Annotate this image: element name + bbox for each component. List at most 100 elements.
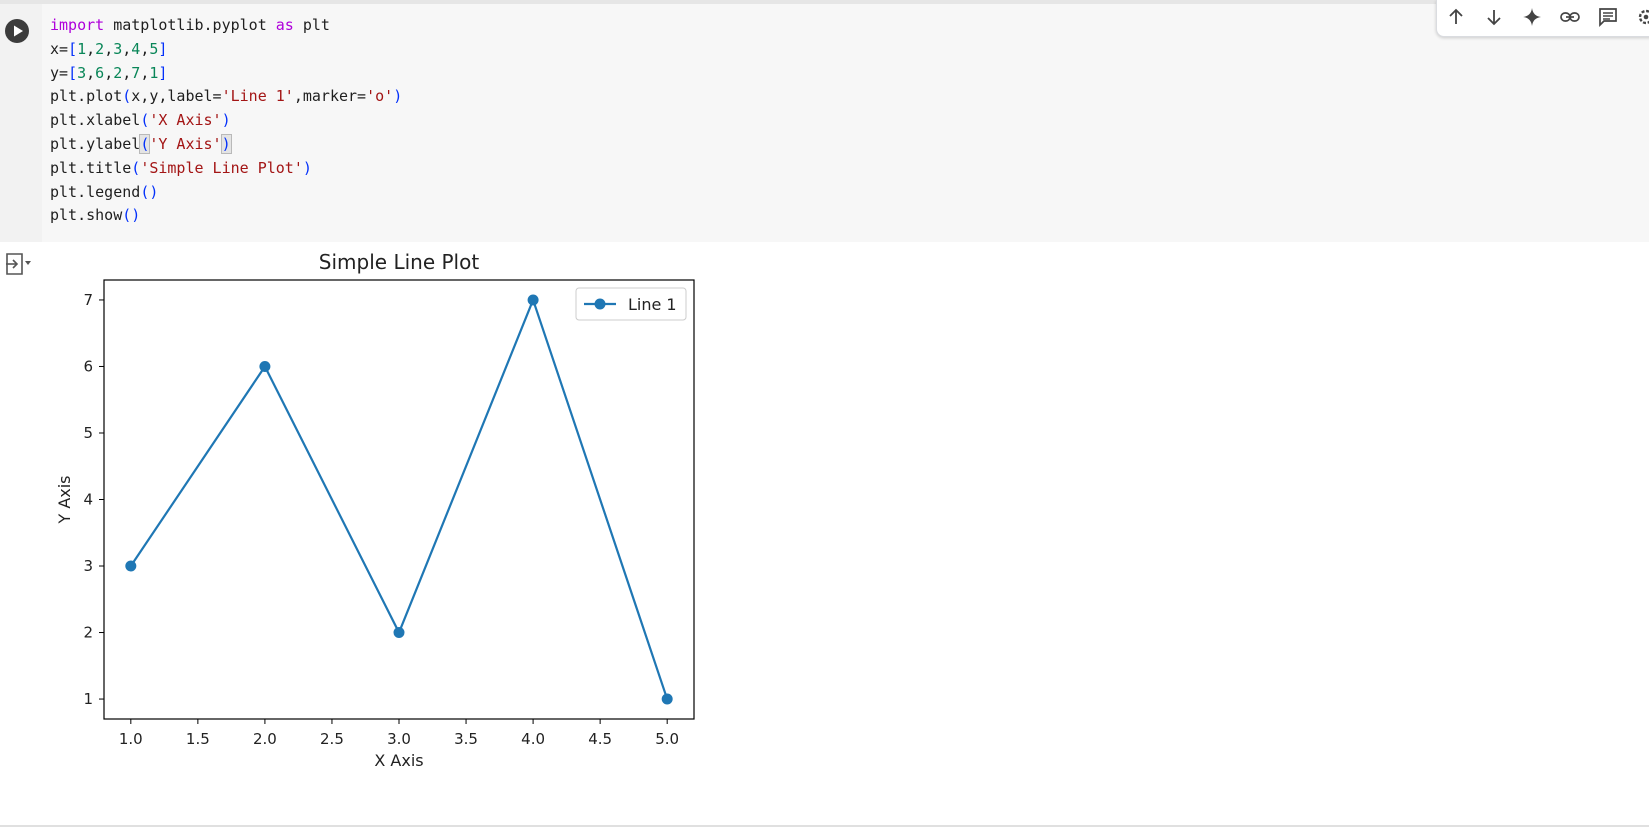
code-token: , [86, 39, 96, 58]
y-tick-label: 7 [83, 291, 93, 309]
link-icon [1560, 12, 1580, 22]
line-chart: Simple Line Plot 1.0 1.5 2.0 2.5 3.0 3.5 4.0 4.5… [55, 250, 695, 770]
link-to-cell-button[interactable] [1557, 4, 1583, 30]
code-token: 'o' [366, 87, 394, 106]
move-cell-up-button[interactable] [1443, 4, 1469, 30]
code-token: ,marker= [293, 87, 367, 106]
code-token: as [275, 16, 294, 34]
output-actions-icon [6, 253, 31, 275]
code-token: plt.title [50, 158, 132, 177]
code-token: y= [50, 63, 69, 82]
y-tick-label: 6 [83, 357, 93, 375]
code-token: 1 [149, 63, 159, 82]
code-token: , [86, 63, 96, 82]
code-token: ] [158, 63, 168, 82]
code-token: ] [158, 39, 168, 58]
x-tick-label: 2.5 [320, 730, 344, 748]
arrow-up-icon [1449, 8, 1463, 24]
code-token: () [140, 182, 159, 201]
code-token: 5 [149, 39, 159, 58]
code-line[interactable]: plt.title('Simple Line Plot') [50, 157, 402, 181]
data-point [661, 693, 673, 705]
code-token: 'Line 1' [221, 87, 294, 106]
code-text[interactable]: import matplotlib.pyplot as plt x=[1,2,3,… [50, 14, 402, 228]
sparkle-icon [1523, 8, 1541, 26]
code-token: 7 [131, 63, 141, 82]
comment-icon [1599, 8, 1617, 28]
x-tick-label: 5.0 [655, 730, 679, 748]
move-cell-down-button[interactable] [1481, 4, 1507, 30]
code-token: matplotlib.pyplot [104, 16, 276, 34]
code-line[interactable]: y=[3,6,2,7,1] [50, 62, 402, 86]
code-token: ( [131, 158, 141, 177]
code-token: 2 [113, 63, 123, 82]
legend-marker [594, 298, 606, 310]
y-tick-label: 1 [83, 690, 93, 708]
code-token: [ [68, 63, 78, 82]
y-tick-label: 2 [83, 624, 93, 642]
code-line[interactable]: plt.legend() [50, 181, 402, 205]
code-line[interactable]: plt.ylabel('Y Axis') [50, 133, 402, 157]
code-token: ( [122, 87, 132, 106]
x-axis-label: X Axis [374, 751, 423, 770]
code-line[interactable]: plt.plot(x,y,label='Line 1',marker='o') [50, 85, 402, 109]
code-line[interactable]: plt.show() [50, 204, 402, 228]
code-token: ) [393, 87, 403, 106]
code-line[interactable]: plt.xlabel('X Axis') [50, 109, 402, 133]
chart-title: Simple Line Plot [319, 250, 480, 274]
y-tick-label: 4 [83, 491, 93, 509]
x-tick-label: 4.0 [521, 730, 545, 748]
code-token: 'X Axis' [149, 111, 222, 130]
code-token: ( [140, 111, 150, 130]
x-tick-label: 3.0 [387, 730, 411, 748]
code-token: 'Y Axis' [149, 134, 222, 153]
legend-label: Line 1 [628, 295, 677, 314]
output-toggle-button[interactable] [4, 252, 34, 276]
data-point [527, 294, 539, 306]
ai-assist-button[interactable] [1519, 4, 1545, 30]
data-point [259, 360, 271, 372]
add-comment-button[interactable] [1595, 4, 1621, 30]
code-token: plt.plot [50, 87, 123, 106]
code-token: 4 [131, 39, 141, 58]
settings-button[interactable] [1633, 4, 1649, 30]
code-token: import [50, 16, 105, 34]
code-token: 3 [77, 63, 87, 82]
code-token: ) [221, 111, 231, 130]
cell-gutter [0, 4, 42, 242]
code-token: 1 [77, 39, 87, 58]
code-token: , [104, 63, 114, 82]
play-icon [14, 25, 23, 37]
code-token: ( [139, 133, 151, 154]
code-token: , [140, 39, 150, 58]
code-token: 'Simple Line Plot' [140, 158, 303, 177]
code-token: 6 [95, 63, 105, 82]
code-token: ) [302, 158, 312, 177]
plot-frame [103, 279, 695, 720]
code-line[interactable]: x=[1,2,3,4,5] [50, 38, 402, 62]
code-line[interactable]: import matplotlib.pyplot as plt [50, 14, 402, 38]
code-token: x,y,label= [131, 87, 222, 106]
code-token: plt.xlabel [50, 111, 141, 130]
y-tick-label: 3 [83, 557, 93, 575]
code-token: , [104, 39, 114, 58]
code-token: ) [220, 133, 232, 154]
y-tick-label: 5 [83, 424, 93, 442]
x-tick-label: 1.0 [119, 730, 143, 748]
code-token: 2 [95, 39, 105, 58]
arrow-down-icon [1487, 10, 1501, 26]
run-cell-button[interactable] [5, 19, 29, 43]
code-token: plt.legend [50, 182, 141, 201]
x-tick-label: 2.0 [253, 730, 277, 748]
code-token: plt.show [50, 206, 123, 225]
code-token: () [122, 206, 141, 225]
x-tick-label: 4.5 [588, 730, 612, 748]
x-tick-label: 3.5 [454, 730, 478, 748]
code-token: [ [68, 39, 78, 58]
top-border [0, 0, 1649, 4]
code-token: 3 [113, 39, 123, 58]
x-tick-label: 1.5 [186, 730, 210, 748]
code-editor[interactable] [42, 4, 1649, 242]
code-token: , [140, 63, 150, 82]
data-point [125, 560, 137, 572]
